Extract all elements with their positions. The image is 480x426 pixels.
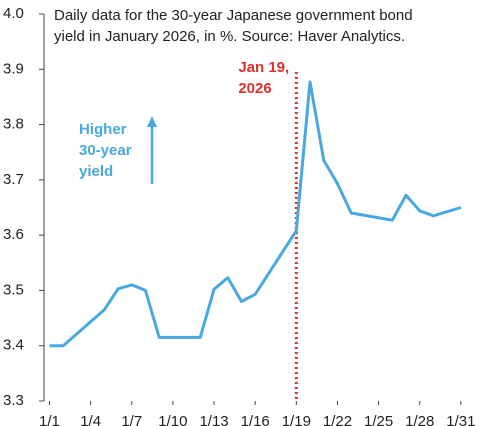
annotation-arrowhead <box>147 116 157 127</box>
x-tick-label: 1/19 <box>282 413 311 426</box>
series-line <box>49 80 462 348</box>
event-label: Jan 19, <box>238 59 289 76</box>
y-tick-label: 3.8 <box>3 116 24 133</box>
y-tick-label: 3.4 <box>3 337 24 354</box>
x-tick-label: 1/13 <box>199 413 228 426</box>
x-tick-label: 1/22 <box>323 413 352 426</box>
x-tick-label: 1/1 <box>39 413 60 426</box>
x-tick-label: 1/28 <box>405 413 434 426</box>
x-tick-label: 1/16 <box>241 413 270 426</box>
y-tick-label: 3.6 <box>3 226 24 243</box>
event-label: 2026 <box>238 80 271 97</box>
chart-title: Daily data for the 30-year Japanese gove… <box>54 7 413 24</box>
x-tick-label: 1/7 <box>121 413 142 426</box>
x-tick-label: 1/10 <box>158 413 187 426</box>
y-tick-label: 3.3 <box>3 392 24 409</box>
y-tick-label: 3.9 <box>3 60 24 77</box>
y-tick-label: 3.5 <box>3 281 24 298</box>
x-tick-label: 1/31 <box>446 413 475 426</box>
chart-title: yield in January 2026, in %. Source: Hav… <box>54 28 405 45</box>
annotation-label: yield <box>79 163 113 180</box>
annotation-label: Higher <box>79 121 127 138</box>
annotation-label: 30-year <box>79 142 132 159</box>
y-tick-label: 4.0 <box>3 5 24 22</box>
y-tick-label: 3.7 <box>3 171 24 188</box>
x-tick-label: 1/4 <box>80 413 101 426</box>
x-tick-label: 1/25 <box>364 413 393 426</box>
